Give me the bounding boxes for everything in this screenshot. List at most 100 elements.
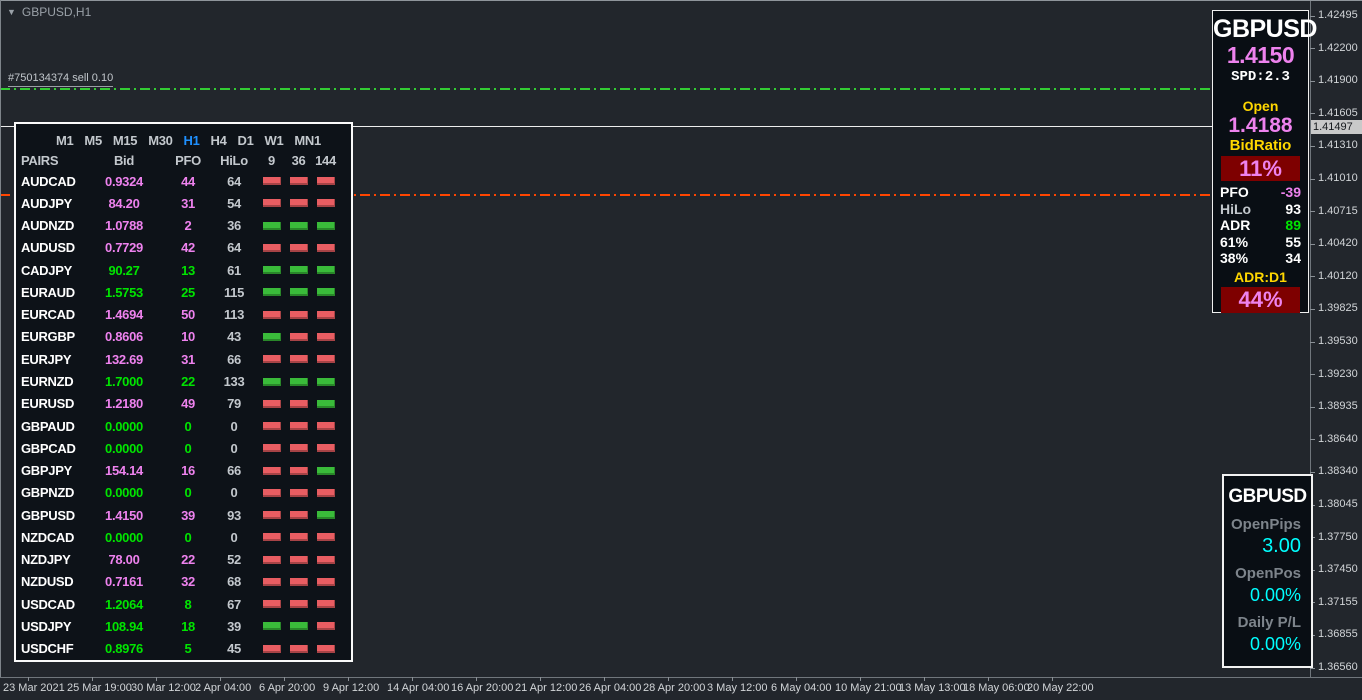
signal-cell: [312, 332, 339, 341]
signal-box-red: [316, 577, 335, 586]
hilo-value: 61: [227, 262, 241, 278]
timeframe-m5[interactable]: M5: [84, 132, 102, 148]
time-axis-tick: [284, 677, 285, 681]
chart-symbol-period: GBPUSD,H1: [21, 5, 92, 19]
pair-row-eurusd[interactable]: EURUSD 1.2180 49 79: [16, 393, 351, 415]
timeframe-mn1[interactable]: MN1: [294, 132, 321, 148]
pair-name: EURGBP: [21, 329, 75, 345]
bid-value: 0.7161: [105, 574, 143, 590]
pair-row-cadjpy[interactable]: CADJPY 90.27 13 61: [16, 259, 351, 281]
stat-value: 34: [1285, 250, 1301, 266]
hilo-value: 0: [230, 529, 238, 545]
signal-box-red: [289, 644, 308, 653]
time-axis-tick: [796, 677, 797, 681]
timeframe-m15[interactable]: M15: [112, 132, 138, 148]
signal-cell: [258, 355, 285, 364]
signal-cell: [312, 177, 339, 186]
signal-cell: [312, 555, 339, 564]
hilo-value: 66: [227, 463, 241, 479]
time-axis-label: 16 Apr 20:00: [451, 682, 514, 694]
pair-row-nzdjpy[interactable]: NZDJPY 78.00 22 52: [16, 549, 351, 571]
time-axis-label: 3 May 12:00: [707, 682, 768, 694]
pair-row-usdchf[interactable]: USDCHF 0.8976 5 45: [16, 638, 351, 660]
timeframe-d1[interactable]: D1: [237, 132, 254, 148]
price-axis-line: [1310, 0, 1311, 677]
pfo-value: 0: [184, 485, 192, 501]
signal-box-green: [316, 466, 335, 475]
pair-row-nzdcad[interactable]: NZDCAD 0.0000 0 0: [16, 526, 351, 548]
pair-row-gbpusd[interactable]: GBPUSD 1.4150 39 93: [16, 504, 351, 526]
signal-cell: [312, 444, 339, 453]
pair-row-audusd[interactable]: AUDUSD 0.7729 42 64: [16, 237, 351, 259]
signal-box-green: [289, 221, 308, 230]
pair-row-gbpjpy[interactable]: GBPJPY 154.14 16 66: [16, 459, 351, 481]
pair-row-eurnzd[interactable]: EURNZD 1.7000 22 133: [16, 370, 351, 392]
signal-cell: [312, 644, 339, 653]
bid-value: 1.2180: [105, 396, 143, 412]
bidratio-value-badge: 11%: [1221, 156, 1300, 181]
pair-row-nzdusd[interactable]: NZDUSD 0.7161 32 68: [16, 571, 351, 593]
time-axis-label: 25 Mar 19:00: [67, 682, 132, 694]
pair-row-gbpcad[interactable]: GBPCAD 0.0000 0 0: [16, 437, 351, 459]
time-axis-label: 18 May 06:00: [963, 682, 1030, 694]
pair-row-audnzd[interactable]: AUDNZD 1.0788 2 36: [16, 215, 351, 237]
signal-cell: [285, 577, 312, 586]
pair-row-eurjpy[interactable]: EURJPY 132.69 31 66: [16, 348, 351, 370]
signal-cell: [258, 177, 285, 186]
signal-cell: [285, 199, 312, 208]
pair-name: AUDJPY: [21, 195, 72, 211]
open-label: Open: [1242, 98, 1279, 114]
timeframe-h4[interactable]: H4: [210, 132, 227, 148]
signal-cell: [285, 555, 312, 564]
timeframe-h1[interactable]: H1: [183, 132, 200, 148]
pair-name: USDCHF: [21, 641, 74, 657]
chart-dropdown-icon[interactable]: ▼: [7, 7, 16, 17]
column-header-9: 9: [268, 152, 275, 168]
signal-cell: [312, 221, 339, 230]
pair-row-euraud[interactable]: EURAUD 1.5753 25 115: [16, 281, 351, 303]
time-axis-label: 2 Apr 04:00: [195, 682, 252, 694]
signal-box-green: [316, 221, 335, 230]
pair-row-eurgbp[interactable]: EURGBP 0.8606 10 43: [16, 326, 351, 348]
timeframe-w1[interactable]: W1: [264, 132, 284, 148]
timeframe-m1[interactable]: M1: [56, 132, 74, 148]
signal-box-green: [316, 511, 335, 520]
pair-name: GBPCAD: [21, 440, 76, 456]
stat-row-38: 38% 34: [1213, 250, 1308, 267]
bid-value: 0.0000: [105, 529, 143, 545]
pfo-value: 8: [184, 596, 192, 612]
pair-row-usdjpy[interactable]: USDJPY 108.94 18 39: [16, 615, 351, 637]
signal-cell: [285, 332, 312, 341]
stop-order-line[interactable]: [0, 194, 1308, 196]
pair-row-gbpaud[interactable]: GBPAUD 0.0000 0 0: [16, 415, 351, 437]
signal-cell: [285, 622, 312, 631]
sell-order-line[interactable]: [0, 88, 1308, 90]
position-summary-panel: GBPUSD OpenPips 3.00 OpenPos 0.00% Daily P/L…: [1222, 474, 1313, 668]
pair-row-audjpy[interactable]: AUDJPY 84.20 31 54: [16, 192, 351, 214]
pair-row-usdcad[interactable]: USDCAD 1.2064 8 67: [16, 593, 351, 615]
signal-box-green: [262, 288, 281, 297]
currency-matrix-panel: M1 M5 M15 M30 H1 H4 D1 W1 MN1 PAIRS Bid PFO HiLo 9 36…: [14, 122, 353, 662]
bid-value: 0.7729: [105, 240, 143, 256]
price-axis-label: 1.37155: [1318, 595, 1358, 608]
pfo-value: 16: [181, 463, 195, 479]
pair-row-gbpnzd[interactable]: GBPNZD 0.0000 0 0: [16, 482, 351, 504]
signal-cell: [285, 644, 312, 653]
hilo-value: 39: [227, 618, 241, 634]
timeframe-m30[interactable]: M30: [148, 132, 173, 148]
hilo-value: 67: [227, 596, 241, 612]
position-item-label: OpenPos: [1235, 565, 1301, 582]
price-axis-tick: [1310, 15, 1315, 17]
pfo-value: 10: [181, 329, 195, 345]
time-axis-tick: [412, 677, 413, 681]
hilo-value: 66: [227, 351, 241, 367]
pair-row-audcad[interactable]: AUDCAD 0.9324 44 64: [16, 170, 351, 192]
stat-label: ADR: [1220, 217, 1251, 233]
pfo-value: 49: [181, 396, 195, 412]
info-symbol: GBPUSD: [1213, 15, 1317, 43]
signal-box-red: [289, 488, 308, 497]
signal-box-green: [262, 377, 281, 386]
pfo-value: 50: [181, 307, 195, 323]
pair-row-eurcad[interactable]: EURCAD 1.4694 50 113: [16, 304, 351, 326]
price-axis-tick: [1310, 406, 1315, 408]
